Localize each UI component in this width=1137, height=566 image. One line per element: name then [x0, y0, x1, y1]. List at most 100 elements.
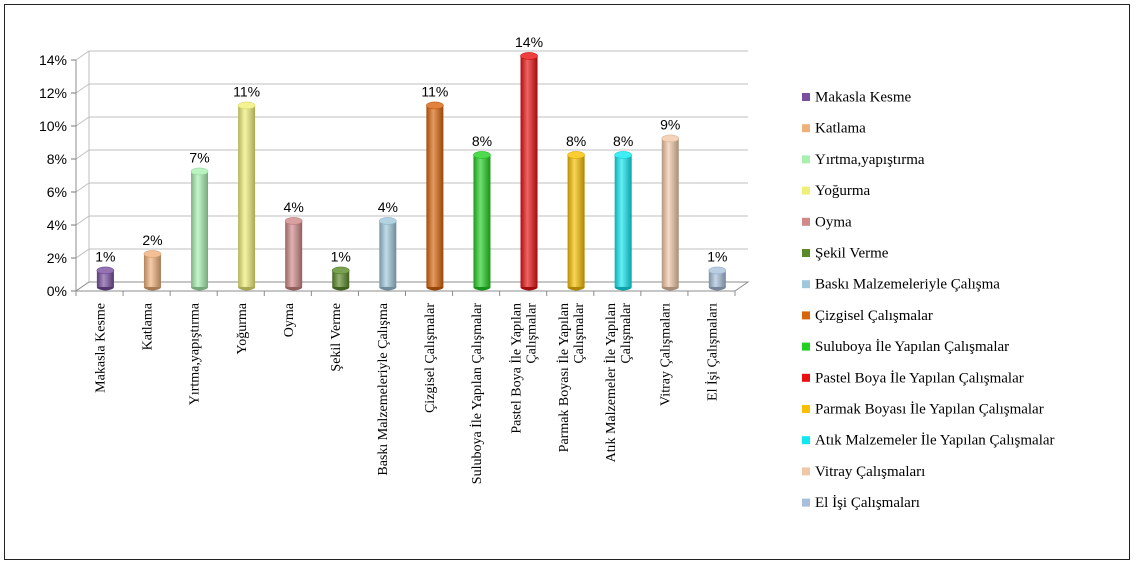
bar-top — [708, 266, 727, 275]
category-label: Çizgisel Çalışmalar — [423, 303, 438, 413]
data-label: 4% — [284, 199, 304, 215]
legend-label: Makasla Kesme — [815, 90, 912, 106]
bar — [237, 101, 256, 291]
legend-swatch — [802, 467, 810, 476]
legend-item: Katlama — [802, 121, 866, 137]
category-label: Makasla Kesme — [94, 303, 109, 393]
legend-label: Oyma — [815, 214, 852, 230]
legend-label: Suluboya İle Yapılan Çalışmalar — [815, 339, 1009, 355]
data-label: 2% — [142, 232, 162, 248]
y-tick-label: 2% — [47, 250, 67, 266]
legend-item: Yoğurma — [802, 183, 870, 199]
legend-item: Baskı Malzemeleriyle Çalışma — [802, 277, 1000, 293]
legend-label: Yoğurma — [815, 183, 870, 199]
legend-label: Parmak Boyası İle Yapılan Çalışmalar — [815, 402, 1044, 418]
bar — [426, 101, 444, 291]
category-label: Baskı Malzemeleriyle Çalışma — [376, 302, 391, 475]
legend-item: Suluboya İle Yapılan Çalışmalar — [802, 339, 1009, 355]
category-label: Vitray Çalışmaları — [658, 303, 673, 406]
y-tick-label: 12% — [39, 85, 67, 101]
bar — [661, 134, 680, 291]
category-label: Pastel Boya İle Yapılan — [509, 303, 525, 434]
bar-body — [143, 253, 161, 287]
legend-swatch — [802, 342, 810, 351]
data-label: 11% — [233, 83, 260, 99]
grid-side-line — [75, 182, 90, 193]
bar-top — [190, 167, 209, 176]
bar-body — [708, 270, 726, 287]
category-label: Oyma — [282, 302, 297, 337]
legend-swatch — [802, 249, 810, 257]
grid-side-line — [75, 215, 90, 226]
category-label: Atık Malzemeler İle Yapılan — [603, 303, 619, 462]
bar-top — [96, 266, 115, 275]
grid-side-line — [75, 116, 90, 127]
legend-label: Yırtma,yapıştırma — [815, 152, 925, 168]
legend-item: Şekil Verme — [802, 246, 889, 262]
category-labels: Makasla Kesme Katlama Yırtma,yapıştırma Yoğ… — [94, 302, 721, 484]
data-label: 1% — [331, 248, 351, 264]
bar — [708, 266, 727, 291]
bar — [96, 266, 115, 291]
category-label: Çalışmalar — [619, 303, 634, 364]
bar-body — [285, 220, 303, 287]
bar-top — [614, 151, 632, 159]
legend-swatch — [802, 155, 810, 164]
data-label: 1% — [95, 248, 115, 264]
bar — [190, 167, 209, 291]
bar — [143, 250, 162, 291]
bars — [96, 52, 727, 291]
bar-body — [661, 138, 679, 287]
bar-body — [96, 270, 114, 287]
bar-top — [379, 217, 397, 225]
data-label: 8% — [566, 133, 586, 149]
data-labels: 1% 2% 7% 11% 4% 1% 4% 11% 8% 14% 8% 8% 9% 1% — [95, 34, 727, 265]
legend-swatch — [802, 373, 810, 382]
bar — [473, 151, 491, 291]
bar-top — [567, 151, 585, 159]
category-label: Çalışmalar — [572, 303, 587, 364]
legend-item: Atık Malzemeler İle Yapılan Çalışmalar — [802, 433, 1055, 449]
legend-item: Yırtma,yapıştırma — [802, 152, 925, 168]
category-label: Şekil Verme — [329, 303, 344, 372]
grid-side-line — [75, 83, 90, 94]
category-label: Çalışmalar — [525, 303, 540, 364]
legend-swatch — [802, 498, 810, 507]
grid-lines — [75, 50, 748, 292]
legend-label: Çizgisel Çalışmalar — [815, 308, 933, 324]
y-tick-label: 10% — [39, 118, 67, 134]
bar-body — [614, 154, 632, 287]
legend: Makasla Kesme Katlama Yırtma,yapıştırma Yoğ… — [802, 90, 1055, 511]
y-tick-label: 6% — [47, 184, 67, 200]
legend-item: Makasla Kesme — [802, 90, 912, 106]
bar-top — [331, 266, 350, 275]
bar-top — [661, 134, 680, 143]
grid-side-line — [75, 248, 90, 259]
legend-swatch — [802, 124, 810, 133]
data-label: 4% — [378, 199, 398, 215]
legend-label: Atık Malzemeler İle Yapılan Çalışmalar — [815, 433, 1055, 449]
bar — [614, 151, 632, 291]
legend-label: Vitray Çalışmaları — [815, 464, 925, 480]
category-label: Parmak Boyası İle Yapılan — [556, 303, 572, 452]
bar — [379, 217, 397, 291]
data-label: 1% — [707, 248, 727, 264]
category-label: Yoğurma — [235, 302, 250, 354]
bar-body — [238, 105, 256, 287]
bar — [520, 52, 538, 291]
legend-item: Pastel Boya İle Yapılan Çalışmalar — [802, 370, 1024, 386]
bar-top — [284, 217, 303, 225]
legend-swatch — [802, 405, 810, 413]
bar-body — [520, 55, 538, 287]
category-label: Yırtma,yapıştırma — [188, 302, 203, 405]
grid-side-line — [75, 50, 90, 61]
data-label: 7% — [189, 149, 209, 165]
legend-label: Baskı Malzemeleriyle Çalışma — [815, 277, 1000, 293]
y-tick-label: 4% — [47, 217, 67, 233]
legend-swatch — [802, 93, 810, 101]
bar-top — [520, 52, 538, 60]
bar — [331, 266, 350, 291]
legend-item: Parmak Boyası İle Yapılan Çalışmalar — [802, 402, 1044, 418]
bar-body — [379, 220, 397, 287]
